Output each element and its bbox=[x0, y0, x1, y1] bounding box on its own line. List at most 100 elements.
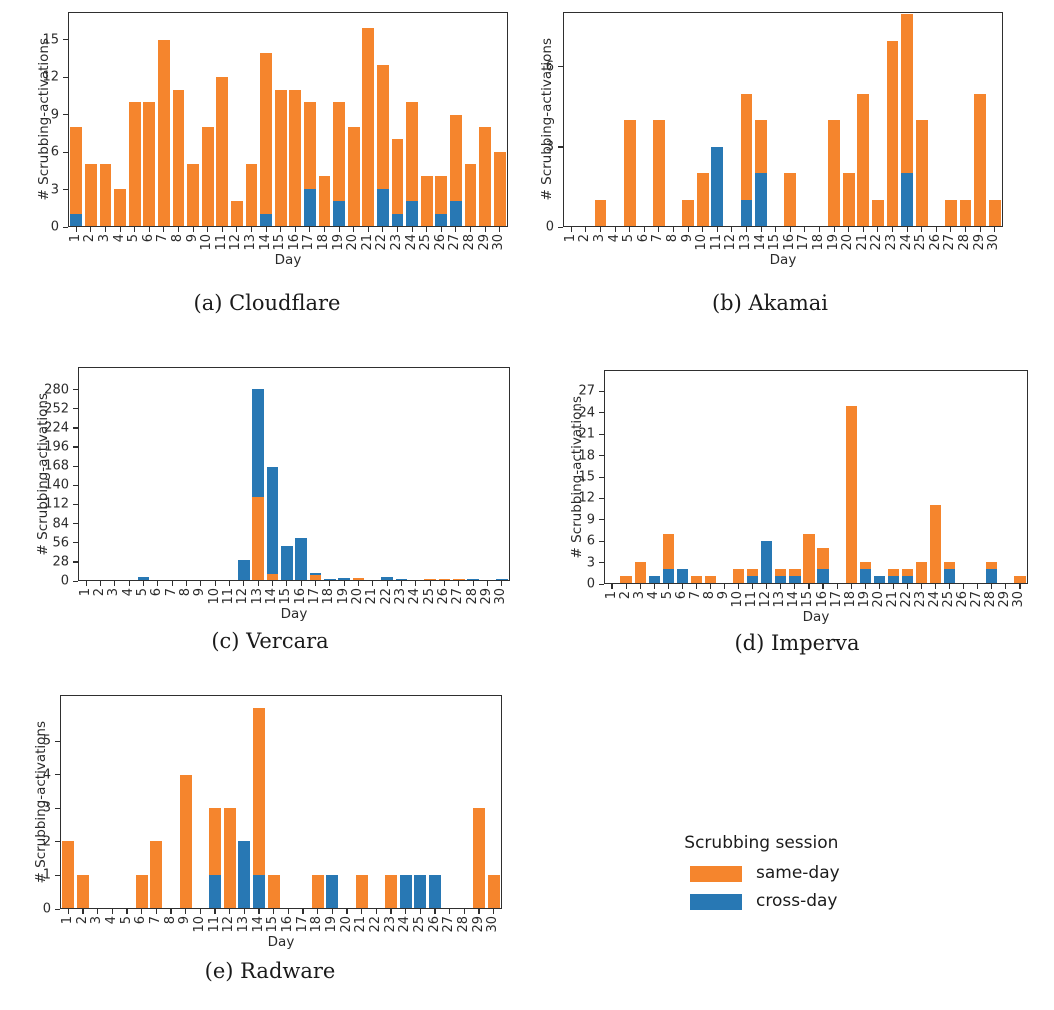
y-tick-label: 28 bbox=[52, 554, 69, 570]
x-tick-mark bbox=[878, 584, 880, 589]
x-tick-mark bbox=[97, 909, 99, 914]
y-tick-mark bbox=[73, 561, 78, 563]
bar-segment-same-day bbox=[435, 176, 448, 214]
y-tick-mark bbox=[73, 427, 78, 429]
bar-segment-same-day bbox=[775, 568, 787, 576]
y-tick-mark bbox=[599, 540, 604, 542]
bar-segment-cross-day bbox=[887, 575, 899, 583]
y-tick-mark bbox=[63, 76, 68, 78]
x-tick-mark bbox=[921, 227, 923, 232]
x-tick-label: 19 bbox=[323, 916, 339, 933]
x-tick-mark bbox=[493, 909, 495, 914]
bar-segment-cross-day bbox=[859, 568, 871, 583]
x-tick-mark bbox=[229, 909, 231, 914]
x-tick-mark bbox=[163, 227, 165, 232]
y-tick-label: 9 bbox=[586, 512, 595, 528]
bar-segment-same-day bbox=[209, 808, 221, 875]
bar-segment-same-day bbox=[493, 151, 506, 226]
x-tick-mark bbox=[419, 909, 421, 914]
y-tick-mark bbox=[73, 446, 78, 448]
x-tick-mark bbox=[964, 227, 967, 232]
x-tick-mark bbox=[653, 584, 655, 589]
x-tick-mark bbox=[804, 227, 806, 232]
x-tick-label: 22 bbox=[367, 916, 383, 933]
x-tick-label: 7 bbox=[147, 916, 163, 925]
x-axis-label: Day bbox=[267, 934, 295, 950]
x-tick-label: 21 bbox=[353, 916, 369, 933]
bar-segment-same-day bbox=[252, 497, 264, 580]
bar-segment-same-day bbox=[473, 808, 485, 908]
bar-segment-cross-day bbox=[435, 213, 448, 226]
bar-segment-same-day bbox=[143, 102, 156, 226]
x-tick-mark bbox=[991, 584, 993, 589]
plot-area bbox=[78, 367, 510, 581]
y-tick-mark bbox=[599, 433, 604, 435]
y-tick-label: 15 bbox=[42, 32, 59, 47]
bar-segment-same-day bbox=[901, 568, 914, 576]
bar-segment-same-day bbox=[304, 102, 316, 189]
bar-segment-same-day bbox=[682, 199, 694, 226]
bar-segment-cross-day bbox=[496, 579, 508, 580]
y-tick-mark bbox=[63, 39, 68, 41]
x-tick-mark bbox=[287, 909, 289, 914]
x-tick-label: 28 bbox=[455, 916, 471, 933]
x-tick-mark bbox=[119, 227, 121, 232]
y-tick-label: 4 bbox=[42, 767, 51, 783]
bar-segment-same-day bbox=[487, 874, 500, 908]
x-tick-mark bbox=[731, 227, 733, 232]
x-tick-mark bbox=[200, 581, 202, 586]
x-tick-mark bbox=[90, 227, 92, 232]
x-tick-mark bbox=[157, 581, 159, 586]
plot-area bbox=[68, 12, 508, 227]
bar-segment-same-day bbox=[594, 199, 607, 226]
x-tick-mark bbox=[85, 581, 87, 586]
x-tick-mark bbox=[386, 581, 388, 586]
y-tick-label: 27 bbox=[578, 383, 595, 399]
y-tick-mark bbox=[599, 412, 604, 414]
bar-segment-cross-day bbox=[901, 173, 913, 226]
x-tick-mark bbox=[114, 581, 116, 586]
bar-segment-cross-day bbox=[747, 575, 759, 583]
y-tick-mark bbox=[599, 583, 604, 585]
x-tick-mark bbox=[192, 227, 194, 232]
x-tick-label: 27 bbox=[441, 916, 457, 933]
y-tick-mark bbox=[599, 497, 604, 500]
x-tick-mark bbox=[170, 909, 172, 914]
x-tick-mark bbox=[716, 227, 718, 232]
x-tick-mark bbox=[214, 581, 216, 586]
y-tick-label: 21 bbox=[578, 426, 595, 442]
y-tick-mark bbox=[55, 740, 60, 742]
x-tick-mark bbox=[250, 227, 253, 232]
y-tick-mark bbox=[55, 807, 60, 809]
x-tick-mark bbox=[405, 909, 407, 914]
x-tick-mark bbox=[702, 227, 704, 232]
x-tick-label: 13 bbox=[235, 916, 251, 933]
x-tick-mark bbox=[300, 581, 302, 586]
x-tick-mark bbox=[486, 581, 489, 586]
x-tick-mark bbox=[214, 909, 216, 914]
y-tick-label: 3 bbox=[545, 139, 554, 155]
x-tick-label: 30 bbox=[485, 916, 501, 933]
y-tick-mark bbox=[73, 389, 78, 391]
legend-item-same-day: same-day bbox=[683, 865, 840, 882]
bar-segment-same-day bbox=[333, 102, 345, 202]
legend-item-label-same-day: same-day bbox=[756, 863, 840, 883]
y-tick-label: 6 bbox=[545, 59, 554, 75]
legend: Scrubbing session same-day cross-day bbox=[683, 833, 840, 910]
x-tick-mark bbox=[818, 227, 821, 232]
x-tick-mark bbox=[361, 909, 363, 914]
y-tick-mark bbox=[599, 390, 604, 393]
plot-area bbox=[604, 370, 1028, 584]
x-tick-mark bbox=[745, 227, 748, 232]
bar-segment-cross-day bbox=[775, 575, 787, 583]
legend-title: Scrubbing session bbox=[684, 833, 839, 853]
y-tick-mark bbox=[63, 226, 68, 228]
bar-segment-same-day bbox=[187, 164, 199, 226]
bar-segment-cross-day bbox=[324, 579, 336, 580]
x-tick-mark bbox=[415, 581, 417, 586]
x-tick-mark bbox=[794, 584, 796, 589]
bar-segment-same-day bbox=[135, 874, 148, 908]
bar-segment-same-day bbox=[450, 114, 462, 202]
